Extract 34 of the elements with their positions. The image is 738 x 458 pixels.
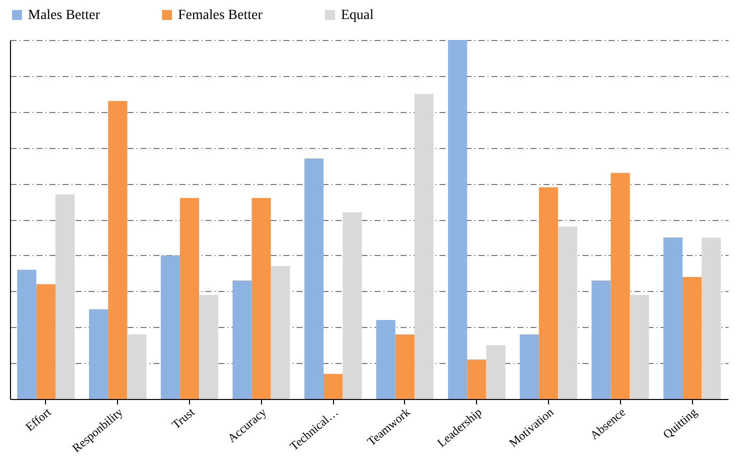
bar [682, 276, 702, 399]
bar [88, 309, 108, 399]
bar [199, 294, 218, 399]
legend-label: Males Better [28, 8, 100, 23]
bar [395, 334, 414, 399]
bar [448, 40, 468, 399]
bar [324, 374, 343, 399]
bar [232, 280, 252, 399]
bar [702, 237, 721, 399]
bar [610, 172, 630, 399]
bar [127, 334, 146, 399]
bar [558, 226, 578, 399]
bar [252, 198, 271, 399]
x-tick-label: Trust [169, 404, 198, 432]
bar [55, 194, 75, 399]
legend-label: Females Better [178, 8, 263, 23]
bar [467, 360, 486, 399]
legend-label: Equal [341, 8, 374, 23]
bar [304, 158, 324, 399]
bar [160, 255, 180, 399]
bar [663, 237, 683, 399]
bar [630, 294, 650, 399]
bar [342, 212, 362, 399]
bar [270, 266, 290, 399]
bar [486, 345, 506, 399]
bar [592, 280, 611, 399]
bar [376, 320, 396, 399]
bar [17, 270, 36, 399]
bar [414, 94, 434, 399]
bar [180, 198, 200, 399]
bar [108, 101, 128, 399]
bar [36, 284, 56, 399]
bar [520, 334, 539, 399]
bar [538, 187, 558, 399]
